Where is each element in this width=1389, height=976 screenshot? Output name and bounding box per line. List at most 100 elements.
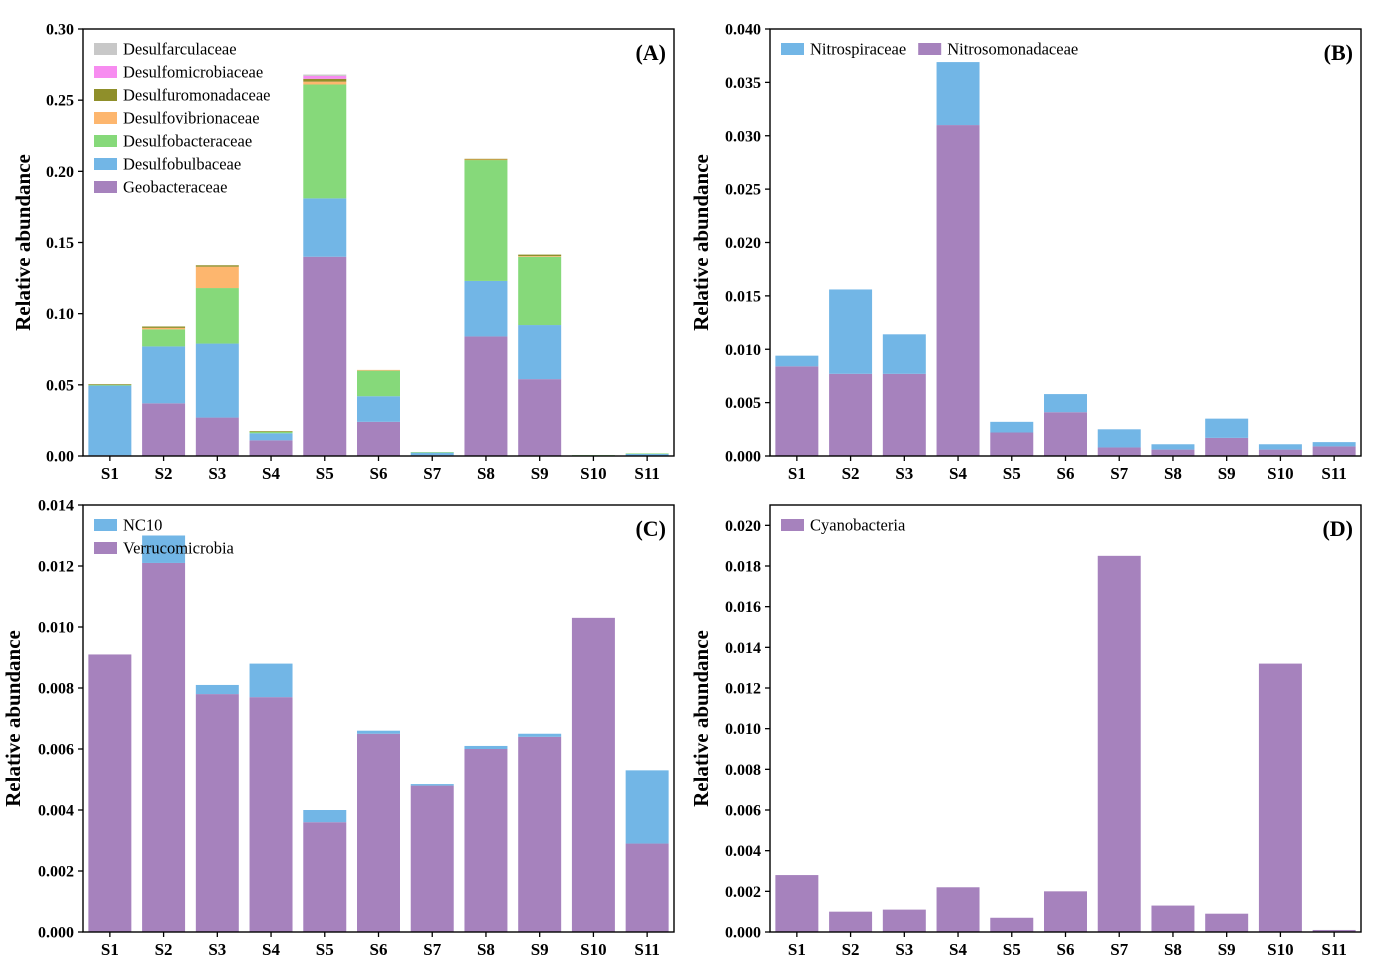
panel-d-xtick-label-S9: S9 — [1218, 940, 1236, 959]
panel-a-bars — [88, 74, 669, 457]
panel-d-ytick-label: 0.010 — [725, 721, 761, 738]
bar-S1-Verrucomicrobia — [88, 654, 132, 932]
panel-c-xtick-label-S3: S3 — [208, 940, 226, 959]
bar-S6-Nitrospiraceae — [1044, 394, 1087, 413]
panel-a-xtick-label-S10: S10 — [580, 464, 606, 483]
bar-S7-Verrucomicrobia — [410, 785, 454, 932]
bar-S6-Geobacteraceae — [357, 421, 400, 456]
bar-S11-Cyanobacteria — [1312, 929, 1356, 932]
bar-S4-Cyanobacteria — [936, 887, 980, 932]
panel-b-ytick-label: 0.040 — [725, 22, 761, 39]
bar-S3-Nitrospiraceae — [882, 334, 926, 374]
bar-S9-Desulfobulbaceae — [518, 325, 562, 380]
panel-c-legend: NC10 Verrucomicrobia — [94, 516, 235, 558]
panel-a-ytick-label: 0.30 — [46, 22, 74, 39]
bar-S2-Desulfobulbaceae — [142, 346, 186, 404]
bar-S5-Desulfomicrobiaceae — [303, 75, 347, 79]
panel-b-xtick-label-S6: S6 — [1057, 464, 1075, 483]
bar-S7-Cyanobacteria — [1097, 555, 1141, 932]
bar-S1-Nitrosomonadaceae — [775, 366, 819, 456]
bar-S4-Desulfobacteraceae — [249, 431, 293, 434]
bar-S9-Desulfovibrionaceae — [518, 256, 562, 257]
panel-d-ytick-label: 0.012 — [725, 681, 761, 698]
bar-S5-Nitrospiraceae — [990, 421, 1034, 433]
legend-label-Desulfomicrobiaceae: Desulfomicrobiaceae — [123, 63, 263, 82]
legend-swatch-Desulfobulbaceae — [94, 158, 117, 170]
bar-S2-Geobacteraceae — [142, 403, 186, 456]
panel-c-ytick-label: 0.002 — [38, 864, 74, 881]
bar-S5-Geobacteraceae — [303, 256, 347, 456]
panel-a-label: (A) — [635, 40, 666, 65]
panel-a-xtick-label-S7: S7 — [423, 464, 441, 483]
panel-a-xtick-label-S2: S2 — [155, 464, 173, 483]
panel-b-ytick-label: 0.020 — [725, 235, 761, 252]
legend-label-Desulfobulbaceae: Desulfobulbaceae — [123, 155, 241, 174]
panel-d-legend: Cyanobacteria — [781, 516, 906, 535]
panel-d-xtick-label-S6: S6 — [1057, 940, 1075, 959]
panel-d-ytick-label: 0.000 — [725, 925, 761, 942]
legend-swatch-Nitrosomonadaceae — [918, 43, 942, 55]
bar-S3-NC10 — [195, 684, 239, 695]
panel-b-ytick-label: 0.035 — [725, 75, 761, 92]
bar-S2-Desulfobacteraceae — [142, 329, 186, 347]
panel-b-ytick-label: 0.005 — [725, 395, 761, 412]
panel-c-ytick-label: 0.012 — [38, 559, 74, 576]
bar-S7-Nitrosomonadaceae — [1097, 447, 1141, 456]
panel-b: 0.000 0.005 0.010 0.015 0.020 0.025 0.030 0.035… — [689, 22, 1362, 483]
bar-S7-Nitrospiraceae — [1097, 429, 1141, 448]
bar-S3-Desulfobacteraceae — [195, 288, 239, 344]
panel-d-ytick-label: 0.016 — [725, 599, 761, 616]
panel-d-xtick-label-S1: S1 — [788, 940, 806, 959]
bar-S5-Desulfuromonadaceae — [303, 78, 347, 82]
legend-label-Geobacteraceae: Geobacteraceae — [123, 178, 227, 197]
bar-S11-Nitrosomonadaceae — [1312, 446, 1356, 456]
panel-d-ytick-label: 0.002 — [725, 884, 761, 901]
panel-a-xtick-label-S11: S11 — [634, 464, 660, 483]
legend-swatch-NC10 — [94, 519, 117, 531]
bar-S6-Desulfobulbaceae — [357, 396, 400, 422]
bar-S3-Desulfuromonadaceae — [195, 265, 239, 267]
panel-c-xtick-label-S2: S2 — [155, 940, 173, 959]
bar-S8-Desulfobacteraceae — [464, 159, 508, 281]
bar-S3-Desulfobulbaceae — [195, 343, 239, 418]
panel-c-ytick-label: 0.000 — [38, 925, 74, 942]
panel-d-xtick-label-S3: S3 — [895, 940, 913, 959]
panel-a-ytick-label: 0.15 — [46, 235, 74, 252]
bar-S9-Cyanobacteria — [1205, 913, 1249, 932]
legend-swatch-Desulfobacteraceae — [94, 135, 117, 147]
bar-S7-Desulfobulbaceae — [410, 452, 454, 456]
bar-S9-Nitrospiraceae — [1205, 418, 1249, 438]
panel-d-bars — [775, 555, 1356, 932]
panel-b-ytick-label: 0.030 — [725, 128, 761, 145]
bar-S11-Desulfobacteraceae — [625, 453, 669, 455]
panel-b-ytick-label: 0.025 — [725, 182, 761, 199]
bar-S5-Cyanobacteria — [990, 917, 1034, 932]
legend-label-Cyanobacteria: Cyanobacteria — [810, 516, 906, 535]
bar-S8-NC10 — [464, 745, 508, 749]
bar-S4-Desulfuromonadaceae — [249, 431, 293, 432]
panel-d-xtick-label-S4: S4 — [949, 940, 967, 959]
bar-S8-Desulfobulbaceae — [464, 280, 508, 337]
legend-swatch-Geobacteraceae — [94, 181, 117, 193]
bar-S8-Desulfovibrionaceae — [464, 159, 508, 161]
bar-S3-Nitrosomonadaceae — [882, 373, 926, 456]
panel-c-xtick-label-S10: S10 — [580, 940, 606, 959]
panel-c-ytick-label: 0.006 — [38, 742, 74, 759]
bar-S3-Geobacteraceae — [195, 417, 239, 456]
panel-b-xtick-label-S9: S9 — [1218, 464, 1236, 483]
bar-S5-NC10 — [303, 810, 347, 823]
bar-S11-Desulfobulbaceae — [625, 453, 669, 456]
bar-S4-Nitrosomonadaceae — [936, 125, 980, 456]
panel-d: 0.000 0.002 0.004 0.006 0.008 0.010 0.012 0.014… — [689, 504, 1362, 959]
bar-S2-Desulfovibrionaceae — [142, 327, 186, 330]
bar-S8-Nitrosomonadaceae — [1151, 449, 1195, 456]
bar-S2-Nitrosomonadaceae — [829, 373, 873, 456]
panel-d-ytick-label: 0.004 — [725, 843, 761, 860]
panel-a-ytick-label: 0.20 — [46, 164, 74, 181]
panel-c-xtick-label-S8: S8 — [477, 940, 495, 959]
panel-b-bars — [775, 62, 1356, 456]
bar-S3-Cyanobacteria — [882, 909, 926, 932]
panel-b-xtick-label-S1: S1 — [788, 464, 806, 483]
bar-S10-Nitrosomonadaceae — [1258, 449, 1302, 456]
